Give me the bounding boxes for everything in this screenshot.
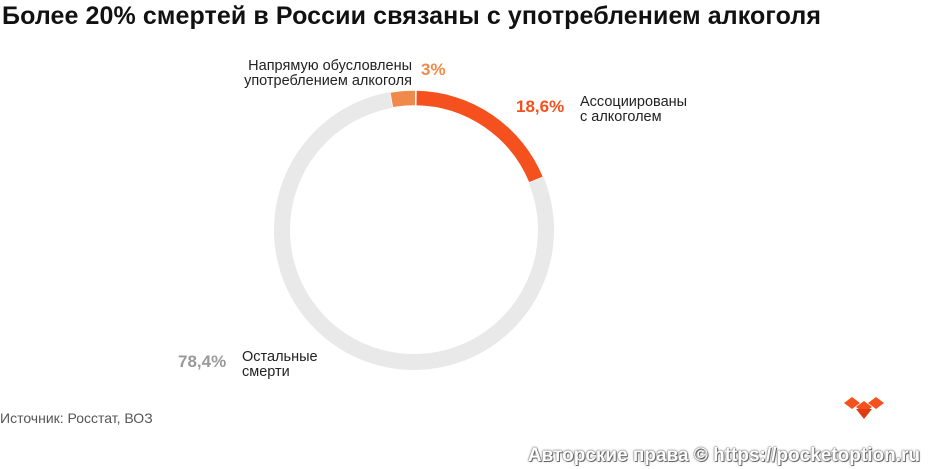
pct-direct: 3%: [421, 60, 446, 79]
label-direct: Напрямую обусловлены употреблением алког…: [244, 59, 412, 89]
slice-direct: [388, 89, 417, 109]
label-direct-line1: Напрямую обусловлены: [248, 58, 412, 74]
label-associated-line2: с алкоголем: [580, 109, 662, 125]
label-others-line2: смерти: [242, 364, 290, 380]
label-associated-line1: Ассоциированы: [580, 94, 688, 110]
label-others-line1: Остальные: [242, 349, 318, 365]
source-note: Источник: Росстат, ВОЗ: [0, 410, 153, 426]
copyright-watermark: Авторские права © https://pocketoption.r…: [527, 445, 920, 466]
pct-associated: 18,6%: [516, 97, 565, 116]
pct-others: 78,4%: [178, 352, 227, 371]
label-associated: Ассоциированы с алкоголем: [580, 95, 687, 125]
label-others: Остальные смерти: [242, 350, 318, 380]
label-direct-line2: употреблением алкоголя: [244, 73, 412, 89]
chart-title: Более 20% смертей в России связаны с упо…: [2, 2, 822, 30]
brand-logo-icon: [844, 397, 884, 419]
